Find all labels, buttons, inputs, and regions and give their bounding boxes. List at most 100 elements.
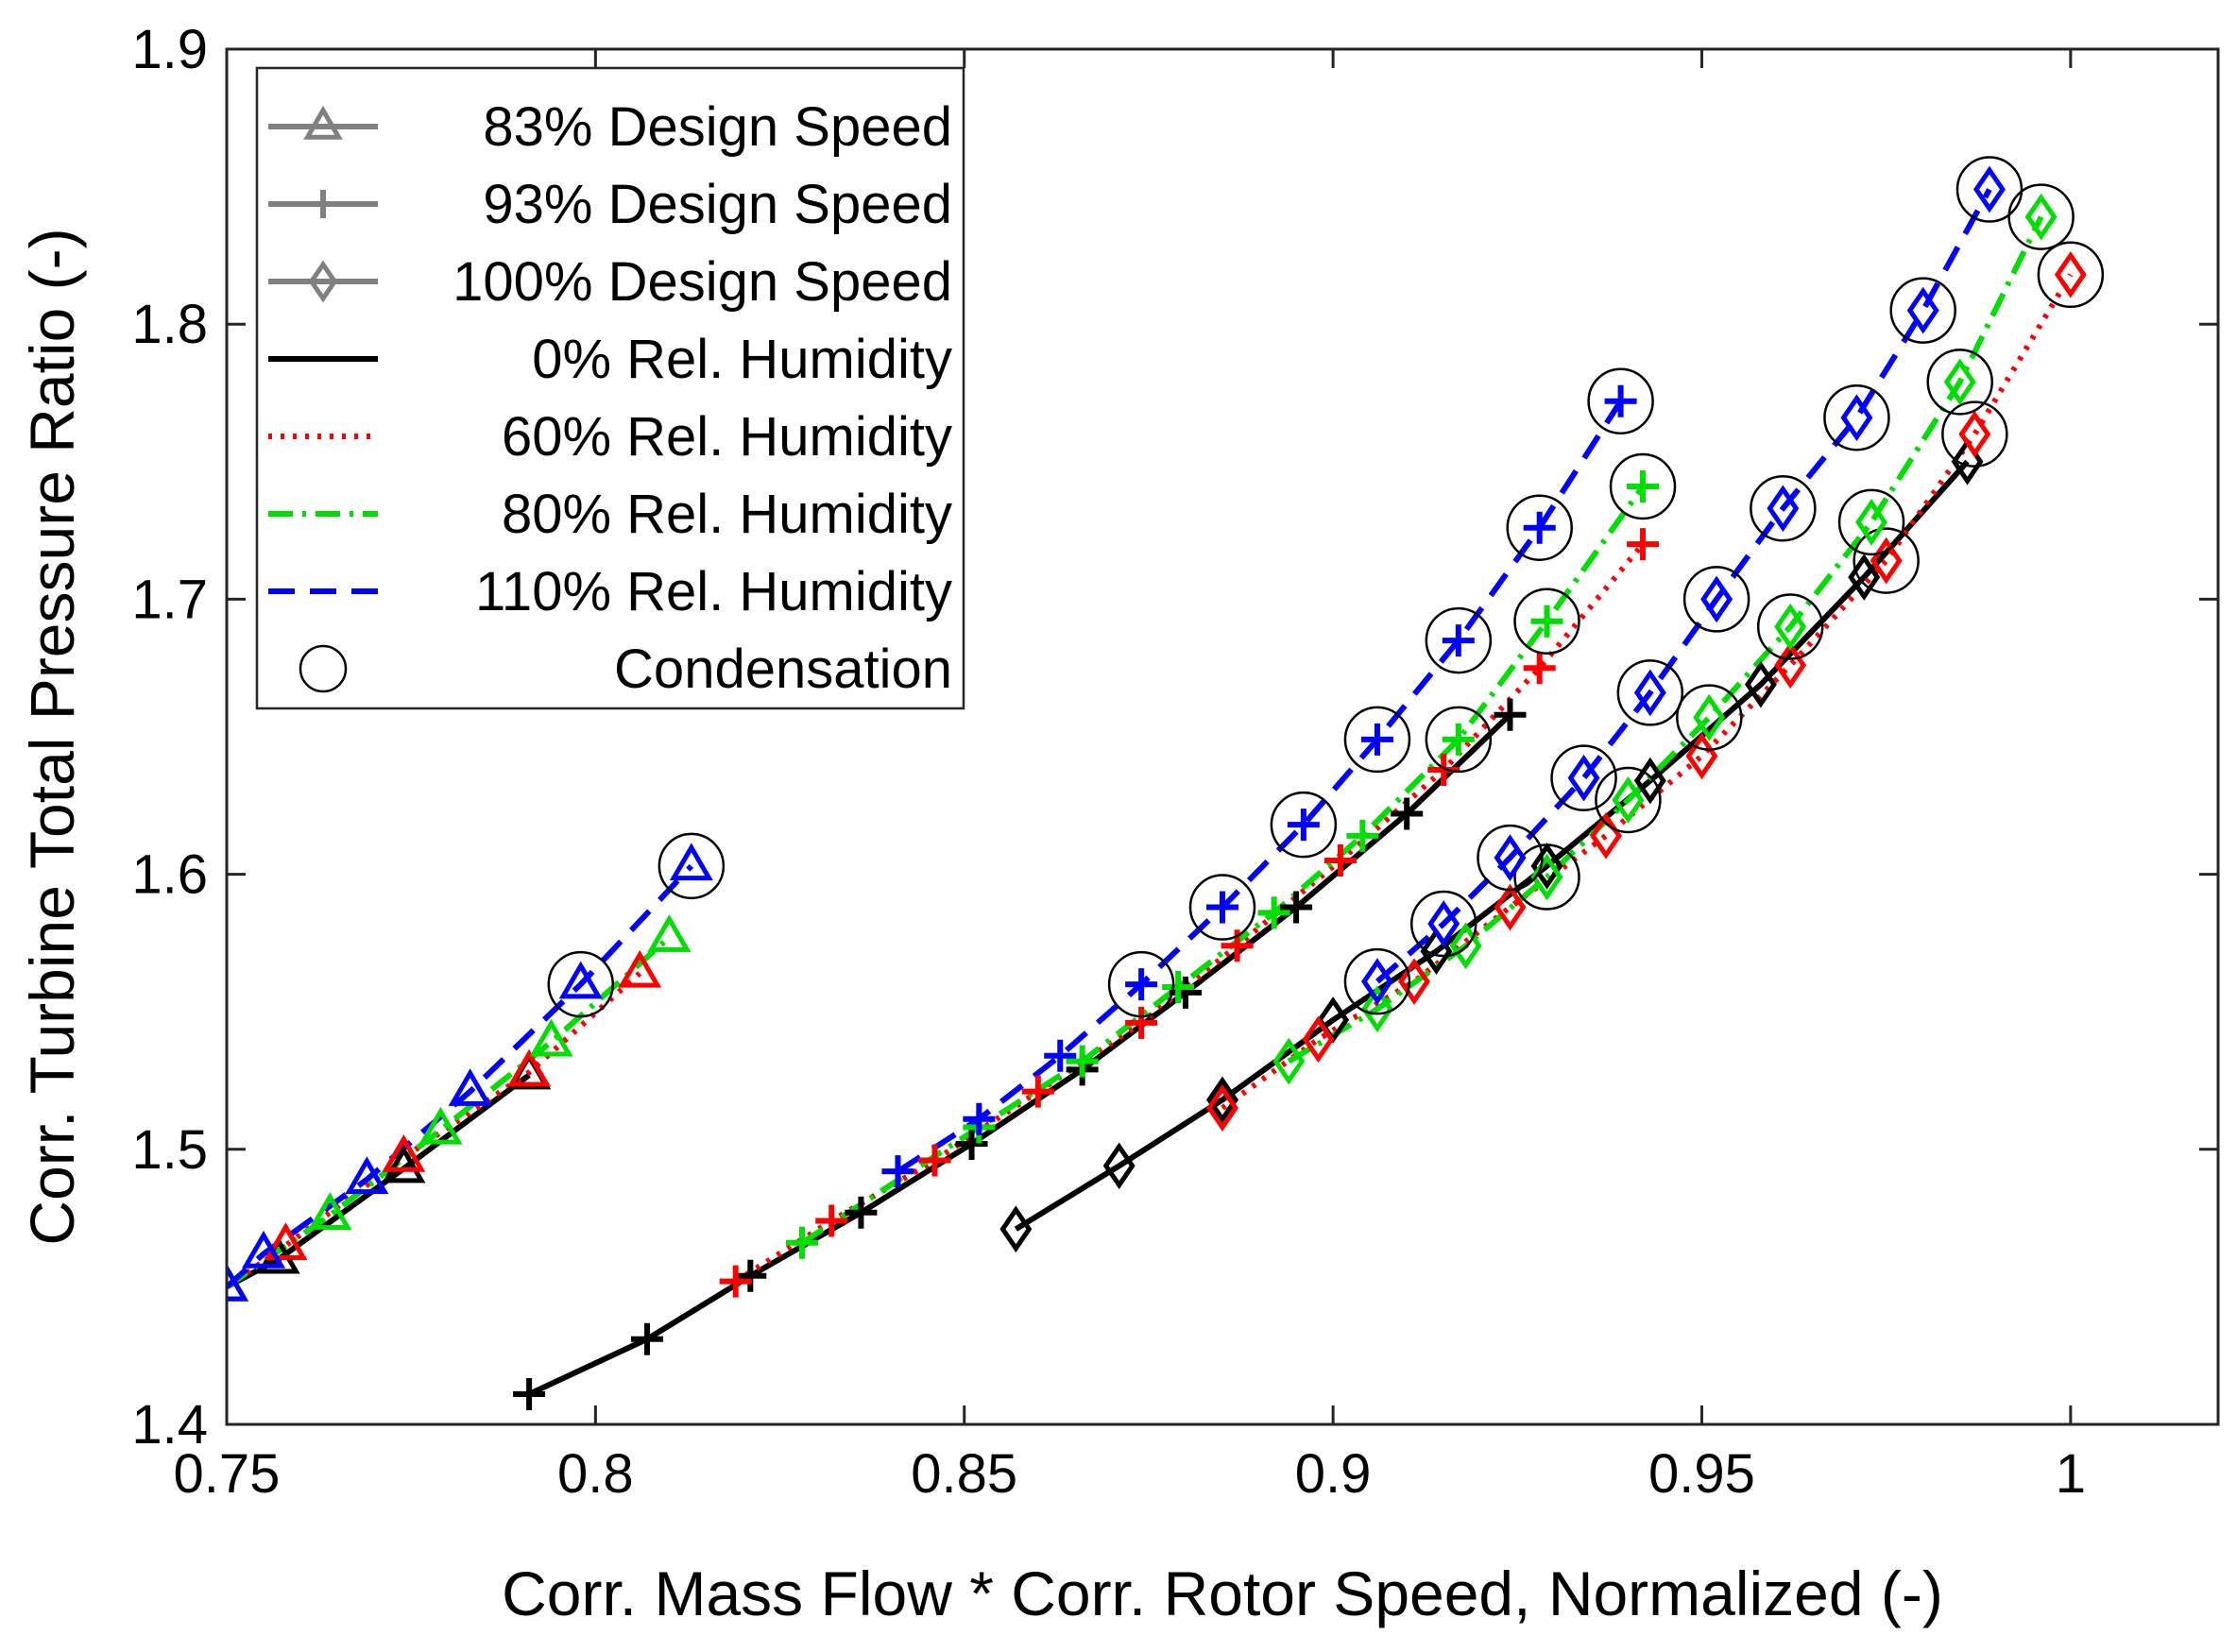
x-tick-label: 0.85: [911, 1443, 1017, 1505]
series-100-speed-110-humidity-marker: [1494, 834, 1527, 881]
legend-label: 0% Rel. Humidity: [532, 329, 952, 390]
series-83-speed-110-humidity-marker: [558, 961, 603, 999]
series-83-speed-60-humidity-line: [227, 971, 642, 1289]
condensation-marker: [1676, 684, 1743, 751]
series-83-speed-80-humidity-marker: [529, 1018, 573, 1057]
series-100-speed-60-humidity-marker: [1302, 1015, 1335, 1064]
x-tick-label: 1: [2056, 1443, 2086, 1505]
series-83-speed-110-humidity-marker: [448, 1068, 492, 1106]
series-83-speed-60-humidity-marker: [507, 1048, 552, 1087]
legend-entry: Condensation: [299, 639, 952, 700]
legend-marker: [303, 105, 343, 140]
condensation-marker: [1837, 488, 1905, 556]
series-93-speed-110-humidity-marker: [1044, 1039, 1077, 1072]
series-100-speed-80-humidity-marker: [1272, 1037, 1306, 1085]
series-100-speed-80-humidity-marker: [1449, 922, 1482, 970]
series-100-speed-110-humidity-marker: [1700, 575, 1733, 623]
series-93-speed-0-humidity-line: [527, 712, 1512, 1397]
series-100-speed-80-humidity-marker: [2024, 193, 2058, 241]
condensation-marker: [1609, 452, 1677, 520]
condensation-marker: [1477, 824, 1544, 892]
legend-entry: 60% Rel. Humidity: [268, 406, 952, 468]
series-93-speed-110-humidity-marker: [1604, 384, 1637, 417]
condensation-marker: [547, 950, 615, 1018]
legend-box: [255, 66, 965, 710]
series-83-speed-80-humidity-marker: [647, 914, 692, 952]
series-93-speed-0-humidity-marker: [1169, 976, 1202, 1009]
series-83-speed-80-humidity-line: [227, 935, 672, 1289]
y-tick-label: 1.5: [131, 1119, 208, 1181]
legend-entry: 110% Rel. Humidity: [268, 561, 952, 622]
condensation-marker: [1425, 606, 1493, 674]
condensation-marker: [1926, 349, 1993, 416]
series-100-speed-80-humidity-marker: [1612, 776, 1645, 824]
series-93-speed-60-humidity-marker: [1323, 844, 1357, 877]
legend-label: 100% Design Speed: [453, 251, 952, 313]
series-93-speed-110-humidity-marker: [1360, 723, 1393, 756]
legend-label: Condensation: [614, 639, 952, 700]
condensation-marker: [1343, 947, 1411, 1015]
legend-marker: [299, 644, 348, 693]
series-93-speed-110-humidity-marker: [1287, 809, 1320, 842]
series-93-speed-80-humidity-marker: [1346, 819, 1379, 852]
series-93-speed-110-humidity-marker: [1206, 891, 1238, 924]
series-93-speed-110-humidity-marker: [1125, 968, 1158, 1001]
series-93-speed-80-humidity-marker: [1066, 1045, 1099, 1078]
series-93-speed-80-humidity-marker: [1162, 970, 1195, 1003]
legend-marker: [309, 190, 337, 218]
condensation-marker: [1889, 277, 1956, 344]
series-93-speed-60-humidity-marker: [1125, 1006, 1158, 1039]
series-100-speed-80-humidity-marker: [1360, 985, 1393, 1033]
series-100-speed-0-humidity-line: [1014, 459, 1970, 1232]
series-93-speed-80-humidity-marker: [785, 1226, 818, 1259]
series-100-speed-110-humidity-marker: [1633, 669, 1666, 717]
series-100-speed-60-humidity-marker: [2054, 250, 2087, 298]
series-100-speed-60-humidity-marker: [1398, 958, 1430, 1005]
series-93-speed-80-humidity-marker: [1627, 470, 1660, 503]
series-93-speed-0-humidity-marker: [1391, 797, 1424, 830]
legend-label: 93% Design Speed: [483, 174, 952, 235]
legend-entry: 100% Design Speed: [268, 251, 952, 313]
series-100-speed-110-humidity-marker: [1973, 165, 2006, 213]
series-93-speed-80-humidity-marker: [1257, 896, 1290, 929]
series-83-speed-110-humidity-line: [227, 863, 694, 1289]
condensation-marker: [1682, 566, 1750, 633]
series-100-speed-60-humidity-marker: [1958, 410, 1991, 458]
series-100-speed-0-humidity-marker: [1530, 843, 1563, 890]
series-93-speed-110-humidity-line: [896, 400, 1624, 1174]
condensation-marker: [1595, 766, 1662, 834]
series-100-speed-80-humidity-marker: [1943, 358, 1976, 406]
series-100-speed-60-humidity-line: [1221, 273, 2074, 1111]
series-93-speed-80-humidity-marker: [1442, 723, 1475, 756]
condensation-marker: [1750, 475, 1817, 542]
condensation-marker: [657, 832, 726, 900]
series-93-speed-60-humidity-marker: [1627, 528, 1660, 561]
series-100-speed-80-humidity-marker: [1774, 603, 1807, 651]
series-100-speed-0-humidity-marker: [1744, 660, 1777, 708]
condensation-marker: [1853, 527, 1920, 594]
legend-label: 83% Design Speed: [483, 96, 952, 158]
series-83-speed-110-humidity-marker: [242, 1230, 286, 1269]
condensation-marker: [1941, 400, 2008, 468]
series-83-speed-80-humidity-marker: [308, 1192, 352, 1230]
series-93-speed-60-humidity-marker: [1021, 1075, 1054, 1108]
series-93-speed-0-humidity-marker: [631, 1322, 664, 1355]
condensation-marker: [1107, 950, 1175, 1018]
x-tick-label: 0.75: [174, 1443, 281, 1505]
series-93-speed-0-humidity-marker: [1280, 891, 1313, 924]
legend-label: 80% Rel. Humidity: [502, 484, 952, 545]
condensation-marker: [1587, 367, 1654, 434]
y-tick-label: 1.6: [131, 844, 208, 906]
series-93-speed-110-humidity-marker: [881, 1155, 914, 1188]
series-100-speed-110-humidity-marker: [1840, 394, 1873, 442]
condensation-marker: [2037, 241, 2105, 309]
series-100-speed-110-humidity-marker: [1427, 900, 1460, 947]
series-100-speed-0-humidity-marker: [1206, 1076, 1238, 1124]
condensation-marker: [1188, 874, 1256, 941]
series-93-speed-60-humidity-marker: [918, 1144, 951, 1177]
series-100-speed-0-humidity-marker: [1102, 1142, 1136, 1190]
plot-area-frame: [225, 47, 2220, 1426]
legend-entry: 0% Rel. Humidity: [268, 329, 952, 390]
series-100-speed-110-humidity-marker: [1767, 485, 1800, 533]
